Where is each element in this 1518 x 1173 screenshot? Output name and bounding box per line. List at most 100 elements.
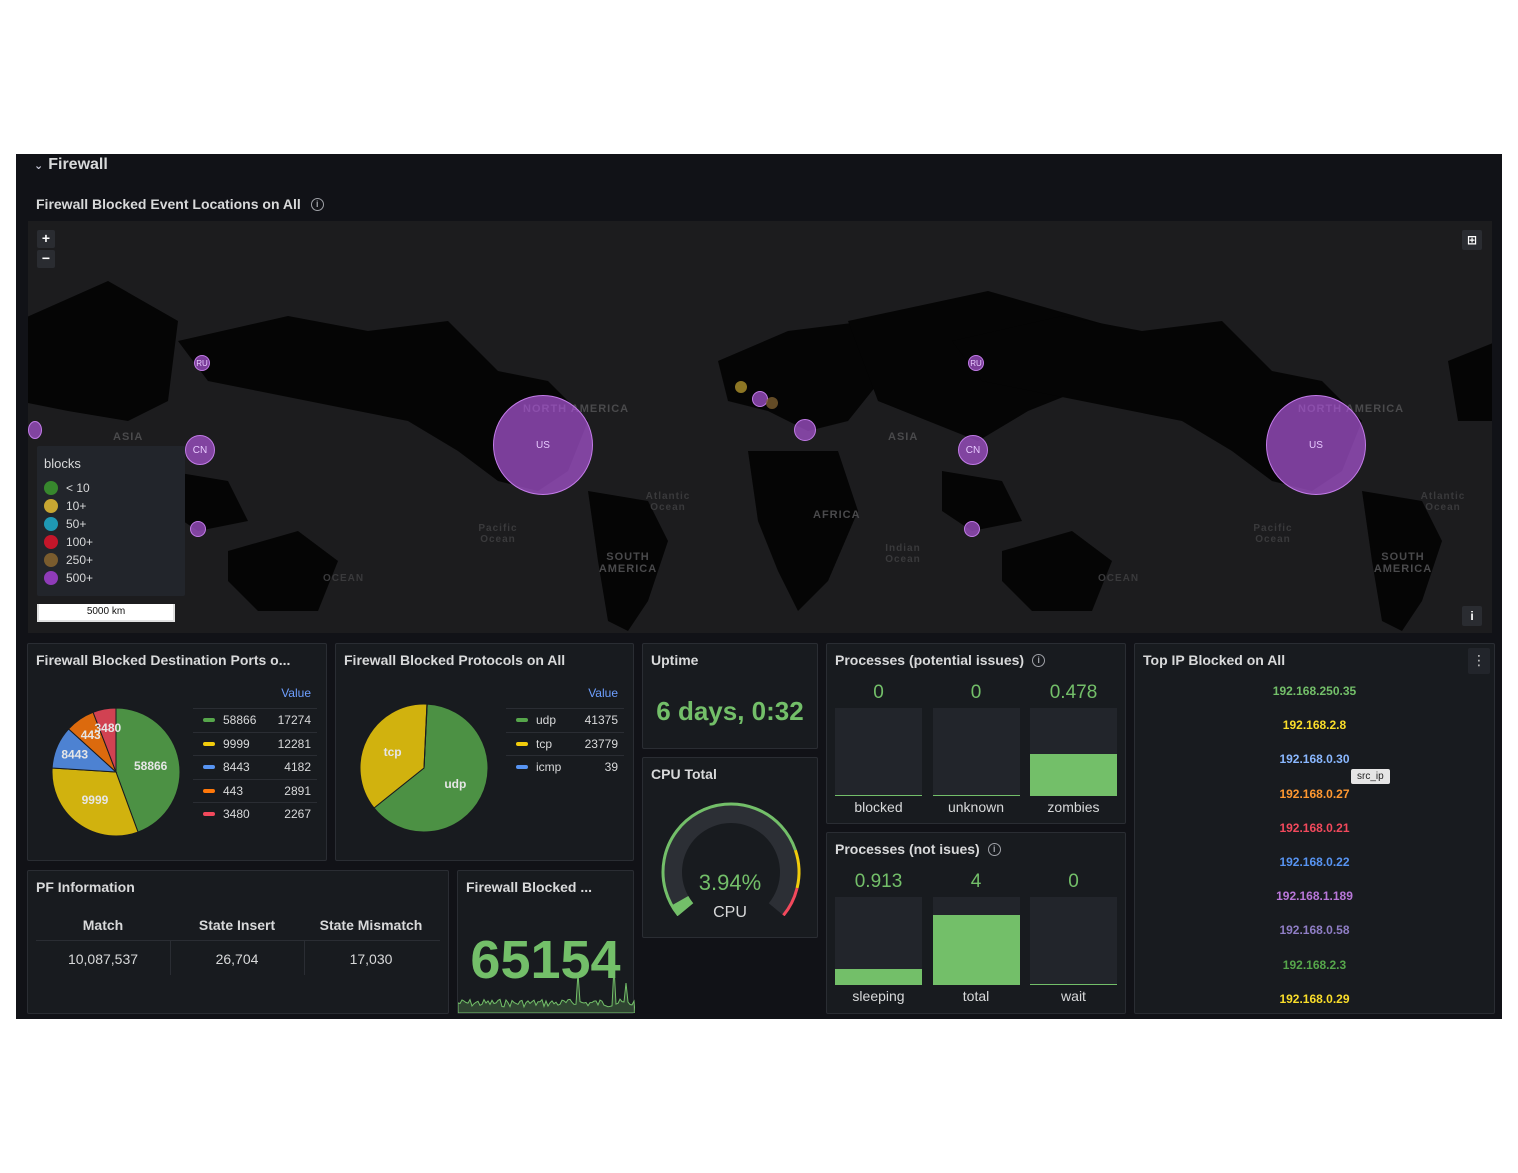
legend-row[interactable]: 443 2891 — [193, 778, 317, 803]
series-name: icmp — [536, 760, 562, 775]
legend-item[interactable]: 100+ — [44, 533, 178, 551]
panel-menu-button[interactable]: ⋮ — [1468, 648, 1490, 674]
value-header[interactable]: Value — [588, 686, 618, 700]
pf-value: 17,030 — [349, 951, 393, 967]
legend-item[interactable]: 10+ — [44, 497, 178, 515]
cpu-panel: CPU Total 3.94% CPU — [642, 757, 818, 938]
pie-slice[interactable] — [92, 707, 117, 773]
continent-label: ASIA — [888, 431, 919, 443]
pie-label: 443 — [81, 728, 101, 742]
ip-item[interactable]: 192.168.0.29 — [1279, 991, 1350, 1006]
legend-row[interactable]: 9999 12281 — [193, 731, 317, 756]
legend-item[interactable]: 50+ — [44, 515, 178, 533]
bar-gauge-unknown: 0 unknown — [932, 682, 1020, 822]
map-bubble-us[interactable]: US — [1266, 395, 1366, 495]
legend-row[interactable]: 8443 4182 — [193, 755, 317, 779]
continent-label: AFRICA — [813, 509, 861, 521]
ip-item[interactable]: 192.168.1.189 — [1276, 889, 1353, 904]
legend-swatch — [44, 535, 58, 549]
ip-item[interactable]: 192.168.0.27 — [1279, 786, 1350, 801]
attribution-button[interactable]: i — [1462, 606, 1482, 626]
ocean-label: Atlantic Ocean — [645, 491, 691, 513]
divider — [36, 940, 440, 941]
chevron-down-icon[interactable]: ⌄ — [34, 159, 44, 172]
series-name: 8443 — [223, 760, 250, 775]
panel-title: Processes (not isues) i — [835, 841, 1001, 857]
ip-item[interactable]: 192.168.0.21 — [1279, 820, 1350, 835]
cpu-gauge — [661, 802, 801, 916]
ip-item[interactable]: 192.168.0.58 — [1279, 923, 1350, 938]
scale-bar: 5000 km — [37, 604, 175, 622]
bar-gauge-fill — [932, 914, 1020, 985]
zoom-in-button[interactable]: + — [37, 230, 55, 248]
pie-slice[interactable] — [51, 767, 139, 837]
bar-gauge-zombies: 0.478 zombies — [1030, 682, 1117, 822]
map-bubble[interactable] — [766, 397, 778, 409]
legend-row[interactable]: 3480 2267 — [193, 802, 317, 826]
map-bubble-us[interactable]: US — [493, 395, 593, 495]
map-bubble[interactable] — [794, 419, 816, 441]
row-title: Firewall — [48, 156, 108, 173]
legend-label: 250+ — [66, 553, 94, 567]
ports-rows: 58866 17274 9999 12281 8443 4182 443 2891 3480 22… — [193, 708, 317, 826]
pie-slice[interactable] — [423, 703, 428, 769]
world-map[interactable]: NORTH AMERICA SOUTH AMERICA AFRICA ASIA … — [28, 221, 1492, 633]
legend-item[interactable]: 250+ — [44, 551, 178, 569]
legend-item[interactable]: < 10 — [44, 479, 178, 497]
pie-slice[interactable] — [373, 703, 489, 833]
legend-swatch — [44, 499, 58, 513]
map-bubble-cn[interactable]: CN — [185, 435, 215, 465]
bar-gauge-fill — [835, 794, 922, 796]
legend-row[interactable]: icmp 39 — [506, 755, 624, 779]
info-icon[interactable]: i — [310, 197, 324, 211]
value-header[interactable]: Value — [281, 686, 311, 700]
pie-slice[interactable] — [115, 707, 181, 833]
bar-gauge-blocked: 0 blocked — [835, 682, 922, 822]
uptime-panel: Uptime 6 days, 0:32 — [642, 643, 818, 749]
cpu-value: 3.94% — [698, 870, 762, 895]
panel-title: Firewall Blocked ... — [466, 879, 593, 895]
legend-label: 50+ — [66, 517, 87, 531]
pf-column-header[interactable]: State Insert — [198, 917, 276, 933]
panel-title-text: Processes (potential issues) — [835, 652, 1025, 668]
continent-label: SOUTH AMERICA — [1373, 551, 1433, 575]
bar-gauge-label: total — [962, 988, 990, 1004]
layer-switcher-icon[interactable]: ⊞ — [1462, 230, 1482, 250]
pf-column-header[interactable]: Match — [82, 917, 124, 933]
series-value: 12281 — [277, 736, 311, 751]
ocean-label: Pacific Ocean — [1253, 523, 1293, 545]
info-icon[interactable]: i — [1032, 653, 1046, 667]
ip-item[interactable]: 192.168.0.30 — [1279, 752, 1350, 767]
map-bubble[interactable] — [190, 521, 206, 537]
legend-title: blocks — [44, 456, 81, 471]
bar-gauge-total: 4 total — [932, 871, 1020, 1011]
ip-item[interactable]: 192.168.2.8 — [1282, 718, 1347, 733]
zoom-out-button[interactable]: − — [37, 250, 55, 268]
legend-item[interactable]: 500+ — [44, 569, 178, 587]
map-bubble-cn[interactable]: CN — [958, 435, 988, 465]
protocols-pie-chart[interactable]: udp tcp — [354, 698, 494, 838]
ip-item[interactable]: 192.168.2.3 — [1282, 957, 1347, 972]
legend-row[interactable]: udp 41375 — [506, 708, 624, 732]
legend-row[interactable]: tcp 23779 — [506, 731, 624, 756]
protocols-legend-table: Value udp 41375 tcp 23779 icmp 39 — [506, 686, 624, 779]
row-header-firewall[interactable]: ⌄ Firewall — [34, 156, 108, 174]
map-bubble[interactable] — [964, 521, 980, 537]
legend-row[interactable]: 58866 17274 — [193, 708, 317, 732]
info-icon[interactable]: i — [987, 842, 1001, 856]
bar-gauge-fill — [835, 969, 922, 985]
pie-slice[interactable] — [359, 703, 428, 809]
gauge-track — [664, 805, 798, 915]
divider — [170, 941, 171, 975]
pie-label: 8443 — [61, 748, 88, 762]
map-bubble-ru[interactable]: RU — [968, 355, 984, 371]
continent-label: ASIA — [113, 431, 144, 443]
map-bubble[interactable] — [735, 381, 747, 393]
ip-item[interactable]: 192.168.250.35 — [1272, 684, 1357, 698]
panel-title: Uptime — [651, 652, 699, 668]
pf-column-header[interactable]: State Mismatch — [319, 917, 423, 933]
map-bubble[interactable] — [28, 421, 42, 439]
ip-item[interactable]: 192.168.0.22 — [1279, 855, 1350, 869]
map-bubble-ru[interactable]: RU — [194, 355, 210, 371]
